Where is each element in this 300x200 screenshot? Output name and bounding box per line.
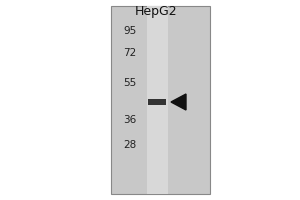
Text: 95: 95 [123,26,136,36]
Bar [147,6,168,194]
Text: 28: 28 [123,140,136,150]
Text: 55: 55 [123,78,136,88]
Bar [148,99,166,105]
Text: 72: 72 [123,48,136,58]
Bar [111,6,210,194]
Text: 36: 36 [123,115,136,125]
Polygon shape [171,94,186,110]
Text: HepG2: HepG2 [135,5,177,18]
